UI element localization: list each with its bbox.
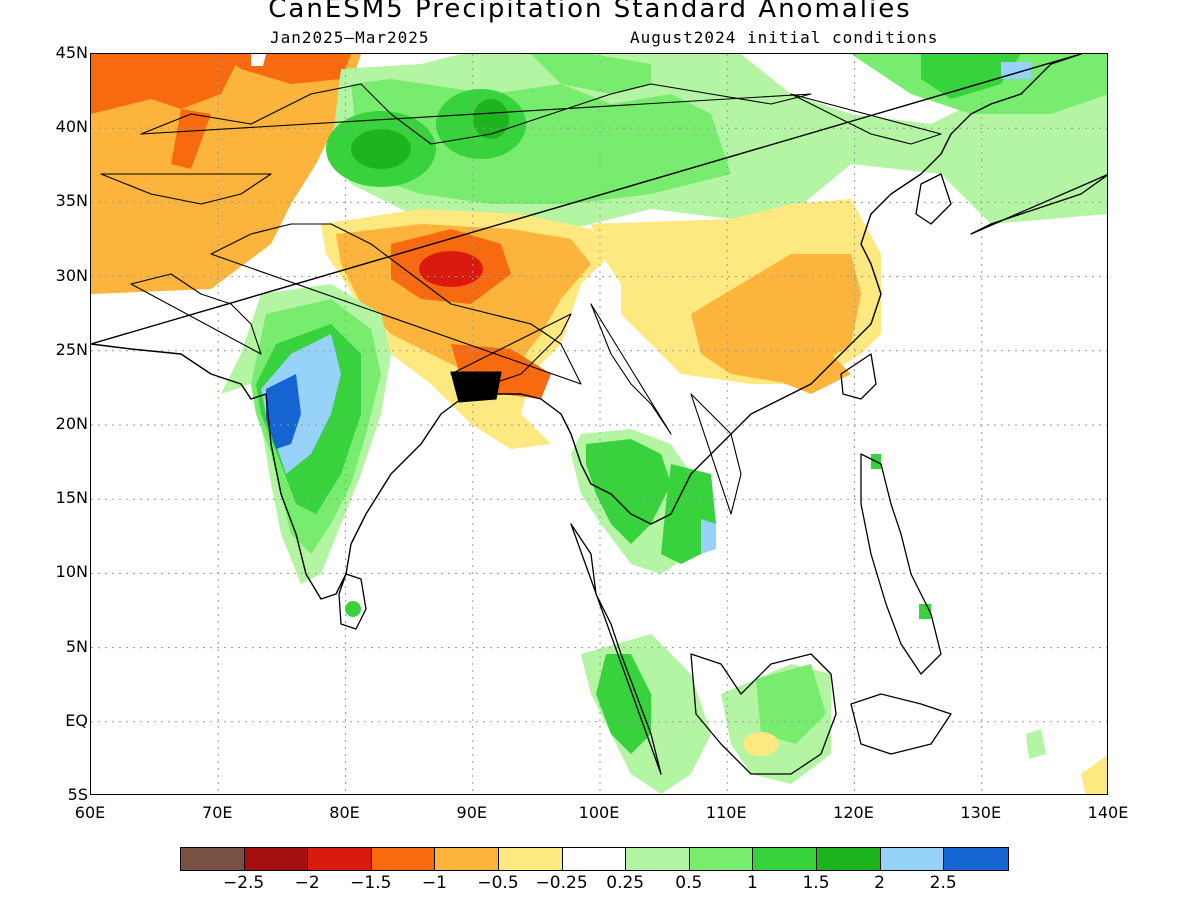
lat-label: 40N — [55, 117, 88, 137]
anomaly-region — [1026, 729, 1046, 759]
anomaly-region — [1081, 755, 1107, 794]
colorbar-swatch — [626, 848, 690, 870]
colorbar-label: 0.25 — [606, 873, 645, 893]
lat-label: 20N — [55, 414, 88, 433]
anomaly-region — [921, 54, 1021, 99]
colorbar-label: −0.5 — [477, 873, 519, 893]
country-border — [590, 303, 672, 435]
colorbar-swatch — [498, 848, 563, 870]
lon-label: 60E — [74, 803, 106, 822]
lat-label: 30N — [55, 265, 88, 285]
anomaly-region — [691, 254, 861, 384]
colorbar-swatch — [880, 848, 945, 870]
colorbar-label: −2.5 — [222, 873, 265, 893]
colorbar-swatch — [244, 848, 309, 870]
colorbar-label: 1.5 — [802, 873, 830, 893]
lat-label: 35N — [55, 191, 88, 211]
colorbar-label: 2 — [874, 873, 886, 893]
coastline — [91, 54, 1082, 600]
anomaly-region — [761, 354, 851, 394]
anomaly-region — [266, 374, 301, 449]
borneo-coastline — [690, 653, 837, 775]
lat-label: 15N — [55, 488, 88, 508]
colorbar-swatch — [753, 848, 817, 870]
colorbar-label: −2 — [294, 873, 320, 893]
anomaly-region — [171, 109, 211, 169]
taiwan-coastline — [840, 353, 877, 400]
country-border — [100, 173, 272, 205]
anomaly-map — [91, 54, 1107, 794]
colorbar-swatch — [562, 848, 627, 870]
lon-label: 90E — [456, 803, 487, 822]
colorbar-label: 0.5 — [675, 873, 703, 893]
anomaly-region — [701, 519, 716, 554]
country-border — [690, 393, 742, 515]
anomaly-region — [743, 732, 779, 756]
lon-label: 100E — [578, 803, 620, 822]
colorbar-swatch — [816, 848, 881, 870]
anomaly-region — [91, 54, 241, 114]
colorbar-swatch — [435, 848, 499, 870]
country-border — [130, 273, 262, 355]
ganges-delta — [450, 371, 502, 403]
anomaly-region — [586, 439, 671, 544]
korea-coastline — [915, 173, 952, 225]
colorbar-swatch — [371, 848, 436, 870]
colorbar-label: 1 — [746, 873, 758, 893]
colorbar-label: −1 — [421, 873, 447, 893]
japan-coastline — [970, 174, 1107, 235]
colorbar-label: −0.25 — [535, 873, 588, 893]
colorbar-label: 2.5 — [929, 873, 957, 893]
lat-label: 5S — [67, 785, 88, 804]
colorbar-swatch — [689, 848, 754, 870]
anomaly-region — [531, 54, 651, 94]
anomaly-region — [251, 54, 266, 66]
season-subtitle: Jan2025–Mar2025 — [270, 28, 430, 47]
lon-label: 120E — [833, 803, 874, 822]
sulawesi-coastline — [850, 693, 952, 755]
country-border — [140, 83, 812, 145]
map-title: CanESM5 Precipitation Standard Anomalies — [268, 0, 912, 24]
lat-label: 45N — [55, 43, 88, 62]
lat-label: EQ — [65, 710, 88, 730]
anomaly-region — [756, 664, 826, 744]
lon-label: 70E — [202, 803, 233, 822]
philippines-coastline — [860, 453, 942, 675]
colorbar-label: −1.5 — [350, 873, 392, 893]
lat-label: 5N — [65, 636, 88, 656]
lon-label: 80E — [329, 803, 360, 822]
colorbar — [180, 847, 1009, 871]
country-border — [790, 93, 942, 145]
lon-label: 110E — [705, 803, 747, 822]
colorbar-swatch — [181, 848, 245, 870]
map-frame — [90, 53, 1108, 795]
sri-lanka-coastline — [338, 573, 367, 630]
lon-label: 140E — [1087, 803, 1129, 822]
lon-label: 130E — [960, 803, 1002, 822]
anomaly-region — [419, 251, 483, 287]
country-border — [210, 223, 582, 385]
anomaly-region — [473, 99, 509, 139]
anomaly-region — [351, 129, 411, 169]
anomaly-region — [596, 654, 651, 754]
malay-coastline — [570, 523, 662, 775]
colorbar-swatch — [308, 848, 372, 870]
init-subtitle: August2024 initial conditions — [630, 28, 939, 47]
lat-label: 25N — [55, 339, 88, 359]
anomaly-region — [345, 601, 361, 617]
colorbar-swatch — [944, 848, 1008, 870]
lat-label: 10N — [55, 562, 88, 582]
